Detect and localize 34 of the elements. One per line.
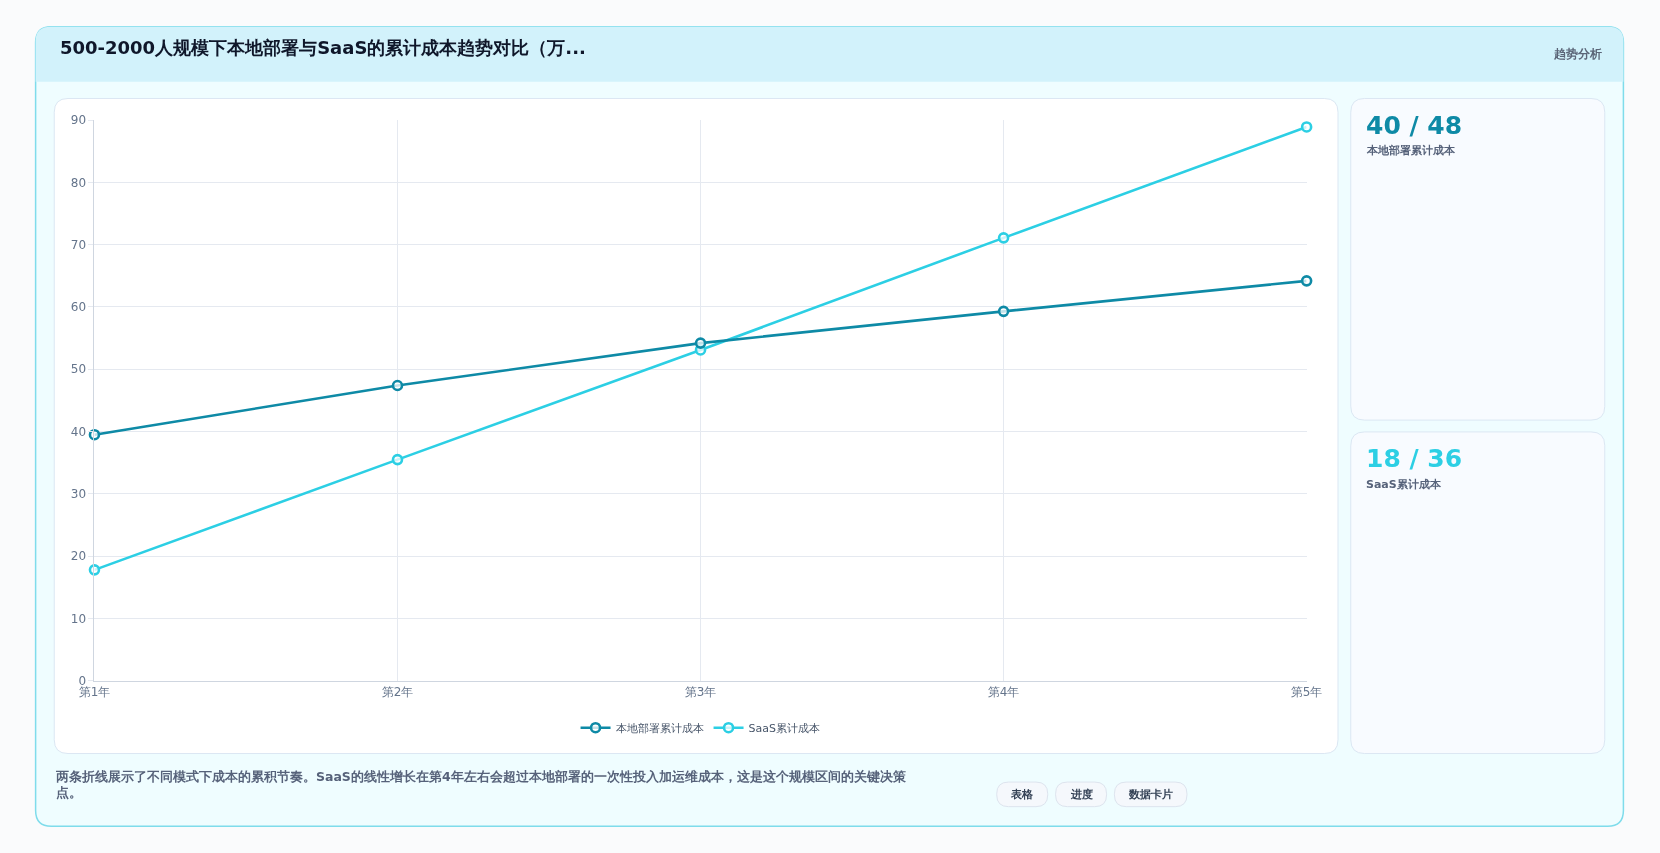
x-tick-label: 第2年 bbox=[381, 685, 414, 700]
y-tick-label: 60 bbox=[70, 300, 87, 315]
text: 40 / 48 bbox=[1366, 111, 1463, 140]
y-tick-label: 80 bbox=[70, 175, 87, 190]
x-tick-label: 第1年 bbox=[78, 685, 111, 700]
text: 表格 bbox=[1010, 788, 1034, 801]
y-tick-label: 70 bbox=[70, 237, 87, 252]
point bbox=[391, 453, 404, 466]
text: SaaS累计成本 bbox=[1366, 478, 1442, 491]
y-tick-label: 10 bbox=[70, 611, 87, 626]
text: 18 / 36 bbox=[1366, 444, 1463, 473]
point bbox=[694, 337, 707, 349]
chart-title: 500-2000人规模下本地部署与SaaS的累计成本趋势对比（万... bbox=[60, 37, 586, 59]
point bbox=[997, 232, 1010, 244]
text: 两条折线展示了不同模式下成本的累积节奏。SaaS的线性增长在第4年左右会超过本地部署的一次性投入加运维成本，这是这个规模区间的关键决策点。 bbox=[55, 769, 906, 801]
point bbox=[1300, 121, 1313, 133]
x-tick-label: 第3年 bbox=[684, 685, 717, 700]
y-tick-label: 30 bbox=[70, 487, 87, 502]
legend-label: SaaS累计成本 bbox=[748, 722, 820, 736]
y-tick-label: 0 bbox=[78, 673, 87, 688]
point bbox=[391, 379, 404, 392]
point bbox=[1300, 275, 1313, 287]
text: 进度 bbox=[1070, 788, 1093, 801]
y-tick-label: 50 bbox=[70, 362, 87, 377]
text: 数据卡片 bbox=[1128, 788, 1173, 801]
x-tick-label: 第5年 bbox=[1290, 685, 1323, 700]
y-tick-label: 90 bbox=[70, 113, 87, 128]
x-tick-label: 第4年 bbox=[987, 685, 1020, 700]
y-tick-label: 40 bbox=[70, 424, 87, 439]
point bbox=[997, 305, 1010, 318]
legend-label: 本地部署累计成本 bbox=[615, 722, 704, 736]
text: 趋势分析 bbox=[1553, 47, 1602, 61]
text: 本地部署累计成本 bbox=[1366, 144, 1456, 157]
y-tick-label: 20 bbox=[70, 549, 87, 564]
